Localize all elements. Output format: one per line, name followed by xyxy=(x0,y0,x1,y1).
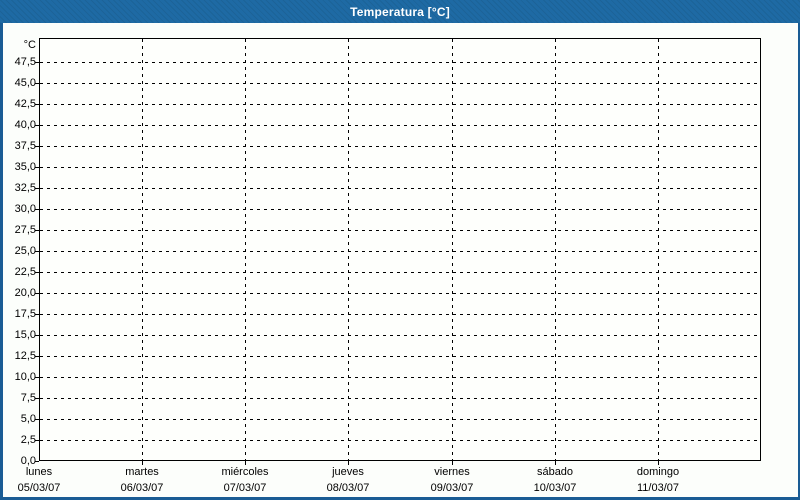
x-gridline xyxy=(348,39,349,460)
x-axis-date-label: 08/03/07 xyxy=(326,482,370,494)
x-axis-date-label: 10/03/07 xyxy=(533,482,577,494)
y-axis-tick xyxy=(35,104,39,105)
y-axis-tick-label: 30,0 xyxy=(14,203,36,215)
x-axis-date-label: 09/03/07 xyxy=(430,482,474,494)
y-axis-tick xyxy=(35,188,39,189)
y-gridline xyxy=(40,251,760,252)
y-gridline xyxy=(40,230,760,231)
x-axis-date-label: 05/03/07 xyxy=(17,482,61,494)
y-gridline xyxy=(40,293,760,294)
y-gridline xyxy=(40,356,760,357)
y-axis-tick xyxy=(35,377,39,378)
y-axis-tick xyxy=(35,125,39,126)
y-axis-tick xyxy=(35,209,39,210)
chart-title: Temperatura [°C] xyxy=(350,4,450,19)
x-axis-day-label: miércoles xyxy=(221,466,269,478)
x-axis-day-label: martes xyxy=(125,466,159,478)
y-axis-tick-label: 27,5 xyxy=(14,224,36,236)
y-axis-tick-label: 25,0 xyxy=(14,245,36,257)
y-axis-tick-label: 40,0 xyxy=(14,119,36,131)
y-gridline xyxy=(40,314,760,315)
y-axis-tick-label: 35,0 xyxy=(14,161,36,173)
x-axis-date-label: 06/03/07 xyxy=(120,482,164,494)
y-axis-tick xyxy=(35,461,39,462)
chart-title-bar: Temperatura [°C] xyxy=(0,0,800,23)
y-axis-tick xyxy=(35,314,39,315)
y-axis-tick xyxy=(35,251,39,252)
y-axis-tick xyxy=(35,167,39,168)
x-axis-tick xyxy=(348,461,349,465)
y-axis-tick-label: 10,0 xyxy=(14,371,36,383)
y-axis-tick xyxy=(35,83,39,84)
y-axis-tick xyxy=(35,335,39,336)
y-axis-tick-label: 2,5 xyxy=(20,434,36,446)
x-axis-tick xyxy=(555,461,556,465)
y-gridline xyxy=(40,335,760,336)
x-axis-day-label: domingo xyxy=(636,466,680,478)
x-axis-day-label: sábado xyxy=(536,466,574,478)
x-axis-day-label: jueves xyxy=(332,466,364,478)
x-axis-date-label: 11/03/07 xyxy=(636,482,680,494)
plot-area xyxy=(39,38,761,461)
y-axis-unit-label: °C xyxy=(23,39,36,51)
y-axis-tick xyxy=(35,293,39,294)
x-axis-tick xyxy=(142,461,143,465)
y-gridline xyxy=(40,146,760,147)
y-axis-tick xyxy=(35,62,39,63)
y-gridline xyxy=(40,440,760,441)
y-axis-tick-label: 7,5 xyxy=(20,392,36,404)
y-axis-tick xyxy=(35,356,39,357)
y-gridline xyxy=(40,62,760,63)
x-gridline xyxy=(452,39,453,460)
y-gridline xyxy=(40,83,760,84)
x-axis-day-label: viernes xyxy=(434,466,470,478)
y-gridline xyxy=(40,125,760,126)
y-axis-tick xyxy=(35,230,39,231)
y-axis-tick-label: 42,5 xyxy=(14,98,36,110)
x-axis-tick xyxy=(452,461,453,465)
y-axis-tick-label: 32,5 xyxy=(14,182,36,194)
y-gridline xyxy=(40,188,760,189)
x-gridline xyxy=(142,39,143,460)
y-axis-tick xyxy=(35,146,39,147)
y-axis-tick xyxy=(35,398,39,399)
y-axis-tick-label: 47,5 xyxy=(14,56,36,68)
x-gridline xyxy=(658,39,659,460)
chart-content: °C 47,5 45,0 42,5 40,0 37,5 35,0 32,5 30,0 27,5 2… xyxy=(3,23,798,497)
x-axis-day-label: lunes xyxy=(25,466,53,478)
x-axis-tick xyxy=(658,461,659,465)
y-axis-tick-label: 12,5 xyxy=(14,350,36,362)
y-gridline xyxy=(40,167,760,168)
y-gridline xyxy=(40,104,760,105)
y-axis-tick-label: 22,5 xyxy=(14,266,36,278)
x-axis-tick xyxy=(245,461,246,465)
y-gridline xyxy=(40,377,760,378)
y-axis-tick-label: 0,0 xyxy=(20,455,36,467)
y-axis-tick xyxy=(35,419,39,420)
y-gridline xyxy=(40,209,760,210)
y-axis-tick-label: 15,0 xyxy=(14,329,36,341)
y-axis-tick-label: 37,5 xyxy=(14,140,36,152)
y-gridline xyxy=(40,272,760,273)
y-axis-tick-label: 20,0 xyxy=(14,287,36,299)
y-axis-tick xyxy=(35,440,39,441)
y-axis-tick-label: 17,5 xyxy=(14,308,36,320)
y-gridline xyxy=(40,398,760,399)
y-gridline xyxy=(40,419,760,420)
y-axis-tick-label: 5,0 xyxy=(20,413,36,425)
x-gridline xyxy=(555,39,556,460)
x-gridline xyxy=(245,39,246,460)
y-axis-tick-label: 45,0 xyxy=(14,77,36,89)
y-axis-tick xyxy=(35,272,39,273)
x-axis-date-label: 07/03/07 xyxy=(223,482,267,494)
